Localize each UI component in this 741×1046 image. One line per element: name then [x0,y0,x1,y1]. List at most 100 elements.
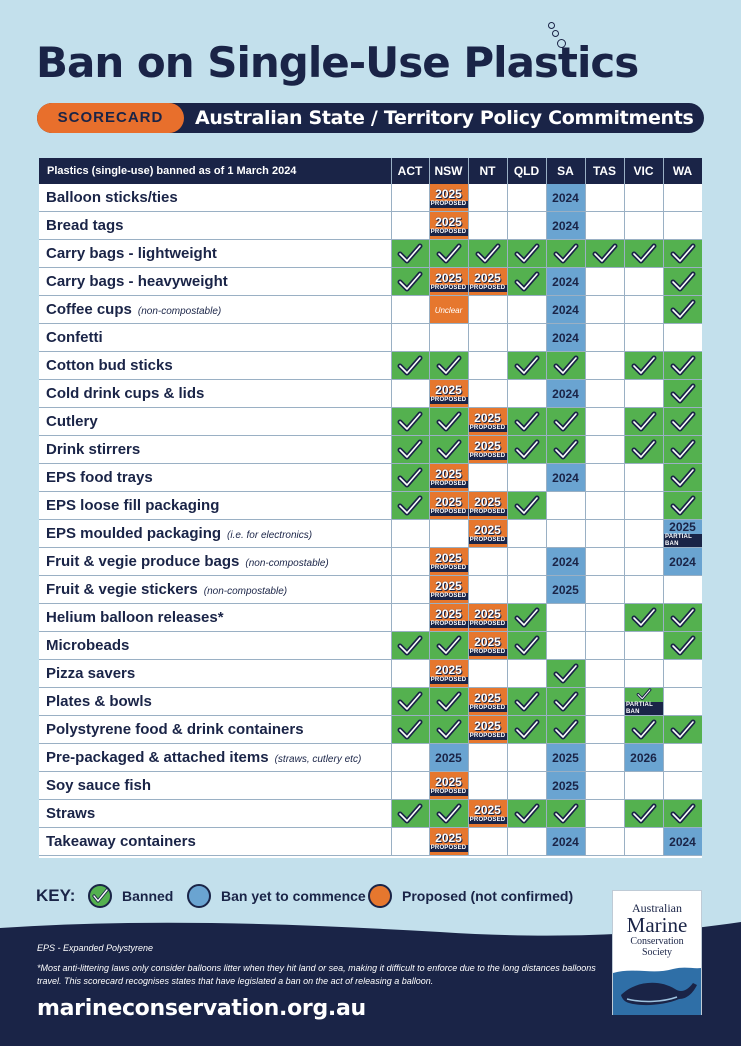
cell-wa: 2025 PARTIAL BAN [663,520,702,548]
cell-nsw [429,408,468,436]
table-row: Cotton bud sticks [39,352,702,380]
cell-nsw [429,436,468,464]
cell-nt: 2025 PROPOSED [468,492,507,520]
cell-sa [546,436,585,464]
unclear-label: Unclear [434,305,463,315]
table-row: Carry bags - heavyweight 2025 PROPOSED 2025… [39,268,702,296]
partial-ban-tag: PARTIAL BAN [624,702,663,716]
logo-text: Marine [626,913,688,937]
proposed-tag: PROPOSED [429,677,468,684]
website-link[interactable]: marineconservation.org.au [37,996,366,1021]
key-label: KEY: [36,886,76,905]
year-label: 2025 [474,803,501,817]
check-icon [553,355,578,376]
check-icon [553,439,578,460]
year-label: 2024 [552,331,579,345]
year-label: 2026 [630,751,657,765]
proposed-tag: PROPOSED [429,509,468,516]
row-label: EPS loose fill packaging [46,497,220,514]
footnote-balloon: *Most anti-littering laws only consider … [37,963,596,986]
check-icon [397,355,423,376]
column-header-tas: TAS [592,164,617,178]
row-label: Soy sauce fish [46,777,152,794]
check-icon [436,411,461,432]
grid-line [39,435,702,436]
year-label: 2025 [474,635,501,649]
year-label: 2025 [435,467,462,481]
cell-sa [546,800,585,828]
year-label: 2025 [474,691,501,705]
year-label: 2025 [435,215,462,229]
check-icon [397,691,423,712]
cell-act [391,240,429,268]
bubble-icon [557,39,566,48]
check-icon [553,663,578,684]
year-label: 2024 [552,835,579,849]
table-row: Soy sauce fish 2025 PROPOSED 2025 [39,772,702,800]
cell-act [391,352,429,380]
row-label: Takeaway containers [46,833,196,850]
cell-qld [507,492,546,520]
check-icon [636,688,651,701]
cell-nsw: 2025 PROPOSED [429,380,468,408]
cell-nsw: 2025 PROPOSED [429,828,468,856]
year-label: 2024 [552,219,579,233]
header-label: Plastics (single-use) banned as of 1 Mar… [47,165,297,177]
row-label: Drink stirrers [46,441,141,458]
proposed-tag: PROPOSED [429,845,468,852]
cell-nsw: 2025 PROPOSED [429,660,468,688]
footnote-eps: EPS - Expanded Polystyrene [37,943,154,953]
grid-line [39,687,702,688]
logo-text: Australian [632,901,682,915]
cell-vic: PARTIAL BAN [624,688,663,716]
row-label: Helium balloon releases* [46,609,224,626]
year-label: 2024 [552,275,579,289]
cell-nsw [429,352,468,380]
cell-act [391,688,429,716]
cell-sa: 2024 [546,268,585,296]
row-label: Pizza savers [46,665,136,682]
row-label: Fruit & vegie stickers (non-compostable) [46,581,288,598]
cell-act [391,800,429,828]
grid-line [39,771,702,772]
grid-line [39,715,702,716]
cell-sa [546,716,585,744]
cell-vic [624,408,663,436]
year-label: 2025 [474,439,501,453]
proposed-tag: PROPOSED [429,593,468,600]
grid-line [39,351,702,352]
table-row: Cutlery 2025 PROPOSED [39,408,702,436]
page-title: Ban on Single-Use Plastics [36,38,639,87]
grid-line [39,743,702,744]
table-row: Straws 2025 PROPOSED [39,800,702,828]
cell-nsw: 2025 PROPOSED [429,576,468,604]
key-text: Proposed (not confirmed) [402,888,574,904]
cell-vic [624,716,663,744]
cell-sa: 2024 [546,184,585,212]
subtitle: Australian State / Territory Policy Comm… [195,107,694,129]
bubble-icon [552,30,559,37]
table-row: Microbeads 2025 PROPOSED [39,632,702,660]
row-label: Fruit & vegie produce bags (non-compostab… [46,553,329,570]
year-label: 2024 [552,555,579,569]
year-label: 2025 [552,751,579,765]
year-label: 2025 [435,607,462,621]
table-row: Coffee cups (non-compostable) Unclear 2024 [39,296,702,324]
row-label: Cutlery [46,413,98,430]
column-header-qld: QLD [513,164,540,178]
column-header-nsw: NSW [434,164,463,178]
proposed-tag: PROPOSED [468,733,507,740]
grid-line [39,547,702,548]
check-icon [631,607,656,628]
cell-nsw [429,240,468,268]
check-icon [670,495,695,516]
row-label: Cotton bud sticks [46,357,173,374]
check-icon [514,607,539,628]
check-icon [436,691,461,712]
check-icon [670,467,695,488]
cell-wa [663,716,702,744]
check-icon [631,411,656,432]
cell-sa: 2024 [546,548,585,576]
proposed-tag: PROPOSED [468,817,507,824]
